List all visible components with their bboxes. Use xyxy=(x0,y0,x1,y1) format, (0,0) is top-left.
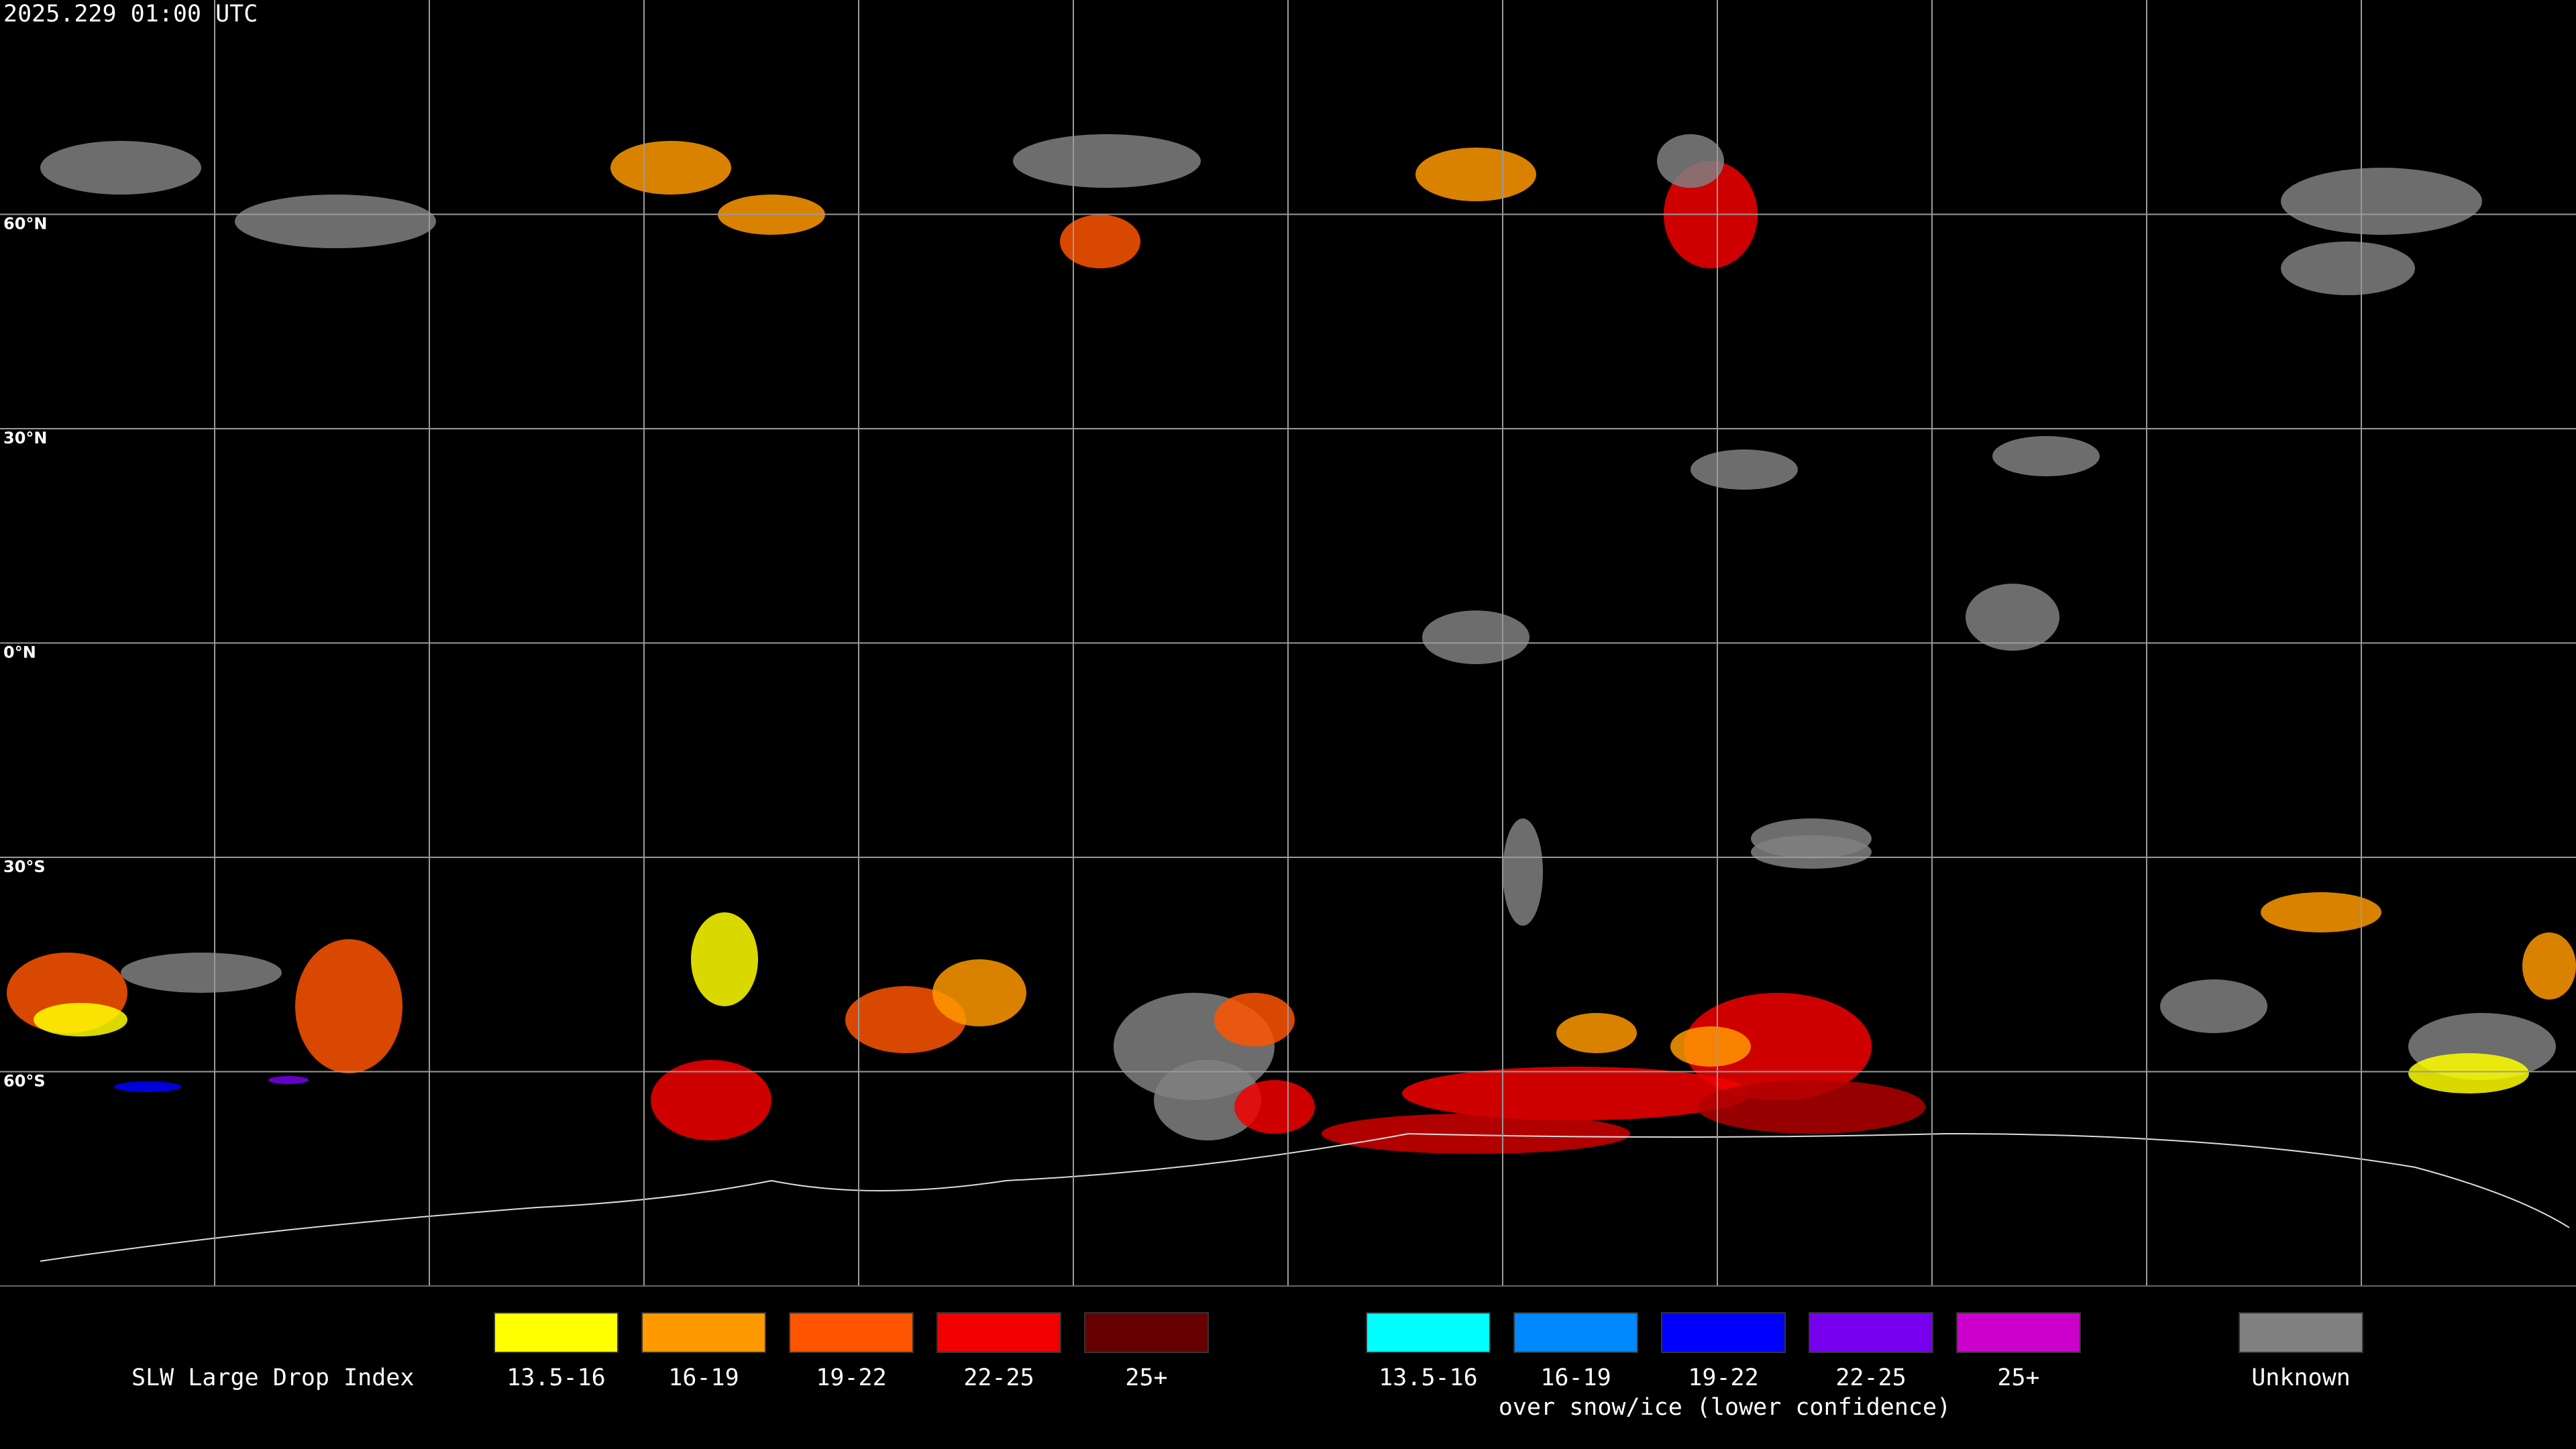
cloud-patch xyxy=(1013,134,1201,188)
legend-swatch xyxy=(494,1312,619,1353)
cloud-patch xyxy=(1697,1080,1925,1134)
legend-swatch xyxy=(936,1312,1061,1353)
timestamp: 2025.229 01:00 UTC xyxy=(3,1,258,28)
legend-label: Unknown xyxy=(2251,1364,2351,1391)
legend-title: SLW Large Drop Index xyxy=(131,1364,414,1391)
lat-label: 60°N xyxy=(3,215,47,233)
cloud-patch xyxy=(235,195,436,248)
legend-label: 25+ xyxy=(1997,1364,2039,1391)
lat-label: 0°N xyxy=(3,643,36,662)
cloud-patch xyxy=(1234,1080,1315,1134)
cloud-patch xyxy=(1214,993,1295,1046)
cloud-patch xyxy=(1992,436,2100,476)
legend-label: 22-25 xyxy=(963,1364,1034,1391)
cloud-patch xyxy=(1670,1026,1751,1067)
cloud-patch xyxy=(1684,993,1872,1100)
cloud-patch xyxy=(2261,892,2381,932)
cloud-patch xyxy=(2408,1053,2529,1093)
cloud-patch xyxy=(1060,215,1140,268)
cloud-patch xyxy=(1690,449,1798,490)
cloud-patch xyxy=(1415,148,1536,201)
legend-label: 25+ xyxy=(1125,1364,1167,1391)
cloud-patch xyxy=(691,912,758,1006)
legend-label: 13.5-16 xyxy=(1379,1364,1478,1391)
cloud-patch xyxy=(1402,1067,1751,1120)
legend-label: 19-22 xyxy=(816,1364,886,1391)
cloud-patch xyxy=(1657,134,1724,188)
cloud-patch xyxy=(1556,1013,1637,1053)
snow-ice-caption: over snow/ice (lower confidence) xyxy=(1499,1394,1951,1421)
cloud-layer xyxy=(7,134,2576,1154)
cloud-patch xyxy=(268,1076,309,1084)
cloud-patch xyxy=(1966,584,2059,651)
legend-label: 19-22 xyxy=(1688,1364,1758,1391)
legend-swatch xyxy=(789,1312,914,1353)
legend-swatch xyxy=(2239,1312,2363,1353)
cloud-patch xyxy=(1503,818,1543,926)
lat-label: 30°N xyxy=(3,429,47,447)
legend-swatch xyxy=(641,1312,766,1353)
cloud-patch xyxy=(610,141,731,195)
cloud-patch xyxy=(2160,979,2267,1033)
cloud-patch xyxy=(40,141,201,195)
legend-swatch xyxy=(1513,1312,1638,1353)
cloud-patch xyxy=(1751,835,1872,869)
legend-swatch xyxy=(1366,1312,1491,1353)
legend-label: 16-19 xyxy=(1540,1364,1611,1391)
legend-label: 22-25 xyxy=(1835,1364,1906,1391)
cloud-patch xyxy=(2281,241,2415,295)
graticule: 60°N 30°N 0°N 30°S 60°S xyxy=(0,0,2576,1287)
legend-label: 13.5-16 xyxy=(506,1364,606,1391)
cloud-patch xyxy=(651,1060,771,1140)
lat-label: 30°S xyxy=(3,857,46,876)
legend-label: 16-19 xyxy=(668,1364,739,1391)
cloud-patch xyxy=(114,1081,181,1092)
legend: SLW Large Drop Index over snow/ice (lowe… xyxy=(131,1312,2363,1421)
legend-swatch xyxy=(1084,1312,1209,1353)
cloud-patch xyxy=(295,939,402,1073)
cloud-patch xyxy=(1322,1114,1630,1154)
cloud-patch xyxy=(2281,168,2482,235)
antarctica-coast xyxy=(40,1132,2570,1262)
lat-label: 60°S xyxy=(3,1072,46,1091)
cloud-patch xyxy=(1154,1060,1261,1140)
cloud-patch xyxy=(932,959,1026,1026)
cloud-patch xyxy=(2522,932,2576,1000)
cloud-patch xyxy=(121,953,282,993)
legend-swatch xyxy=(1809,1312,1933,1353)
cloud-patch xyxy=(1422,610,1529,664)
cloud-patch xyxy=(34,1003,127,1036)
legend-swatch xyxy=(1956,1312,2081,1353)
legend-swatch xyxy=(1661,1312,1786,1353)
map: 60°N 30°N 0°N 30°S 60°S xyxy=(0,0,2576,1287)
